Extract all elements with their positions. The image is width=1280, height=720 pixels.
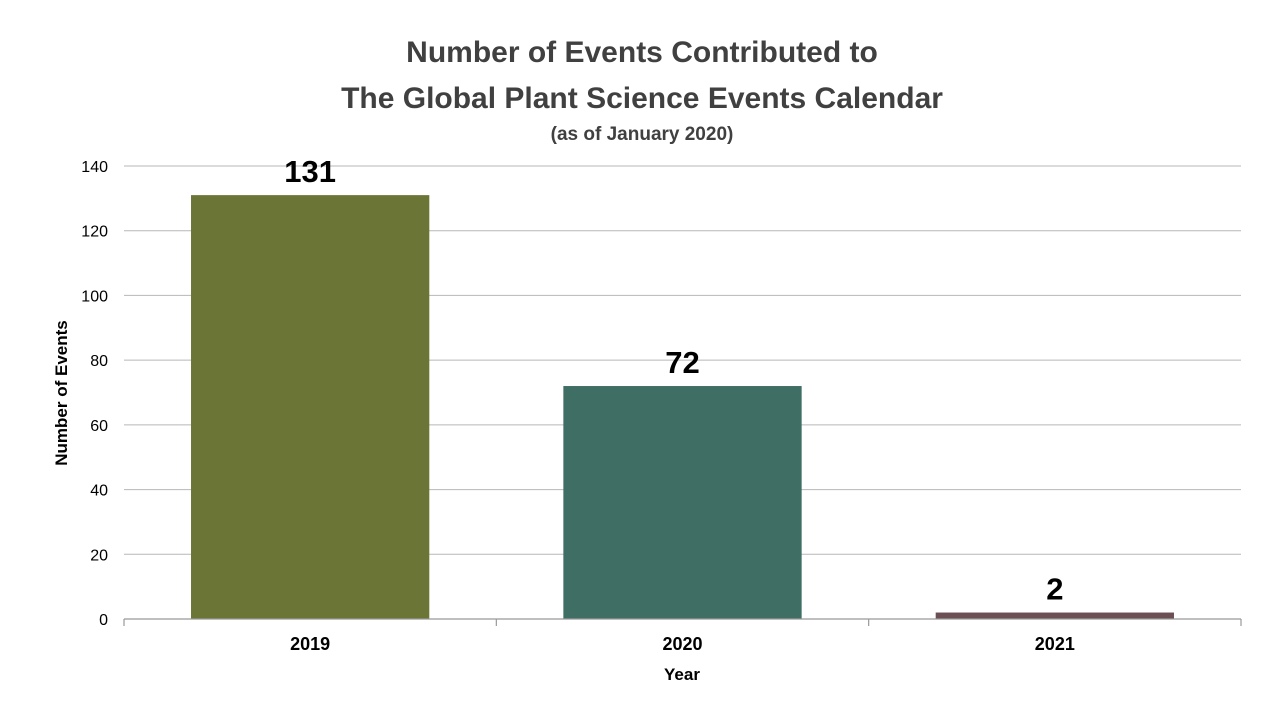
bars [191, 195, 1174, 619]
y-tick-label: 100 [81, 288, 108, 305]
y-tick-label: 0 [99, 612, 108, 629]
y-axis-tick-labels: 0 20 40 60 80 100 120 140 [81, 159, 108, 629]
y-tick-label: 140 [81, 159, 108, 176]
chart-title-line-1: Number of Events Contributed to [406, 36, 878, 69]
x-axis-category-labels: 2019 2020 2021 [290, 634, 1075, 654]
x-axis [123, 618, 1242, 626]
y-axis-title: Number of Events [52, 320, 71, 465]
chart-title-line-2: The Global Plant Science Events Calendar [341, 82, 943, 115]
data-label-2019: 131 [284, 154, 336, 189]
y-tick-label: 20 [90, 547, 108, 564]
bar-2019 [191, 195, 430, 619]
x-category-label-2020: 2020 [662, 634, 702, 654]
data-label-2021: 2 [1046, 572, 1063, 607]
chart-subtitle: (as of January 2020) [551, 124, 734, 145]
y-tick-label: 60 [90, 418, 108, 435]
data-labels: 131 72 2 [284, 154, 1063, 606]
x-category-label-2021: 2021 [1035, 634, 1075, 654]
bar-2020 [563, 386, 802, 619]
y-tick-label: 120 [81, 224, 108, 241]
x-category-label-2019: 2019 [290, 634, 330, 654]
data-label-2020: 72 [665, 345, 699, 380]
bar-2021 [935, 612, 1174, 619]
y-tick-label: 80 [90, 353, 108, 370]
y-tick-label: 40 [90, 483, 108, 500]
x-axis-title: Year [664, 665, 700, 684]
